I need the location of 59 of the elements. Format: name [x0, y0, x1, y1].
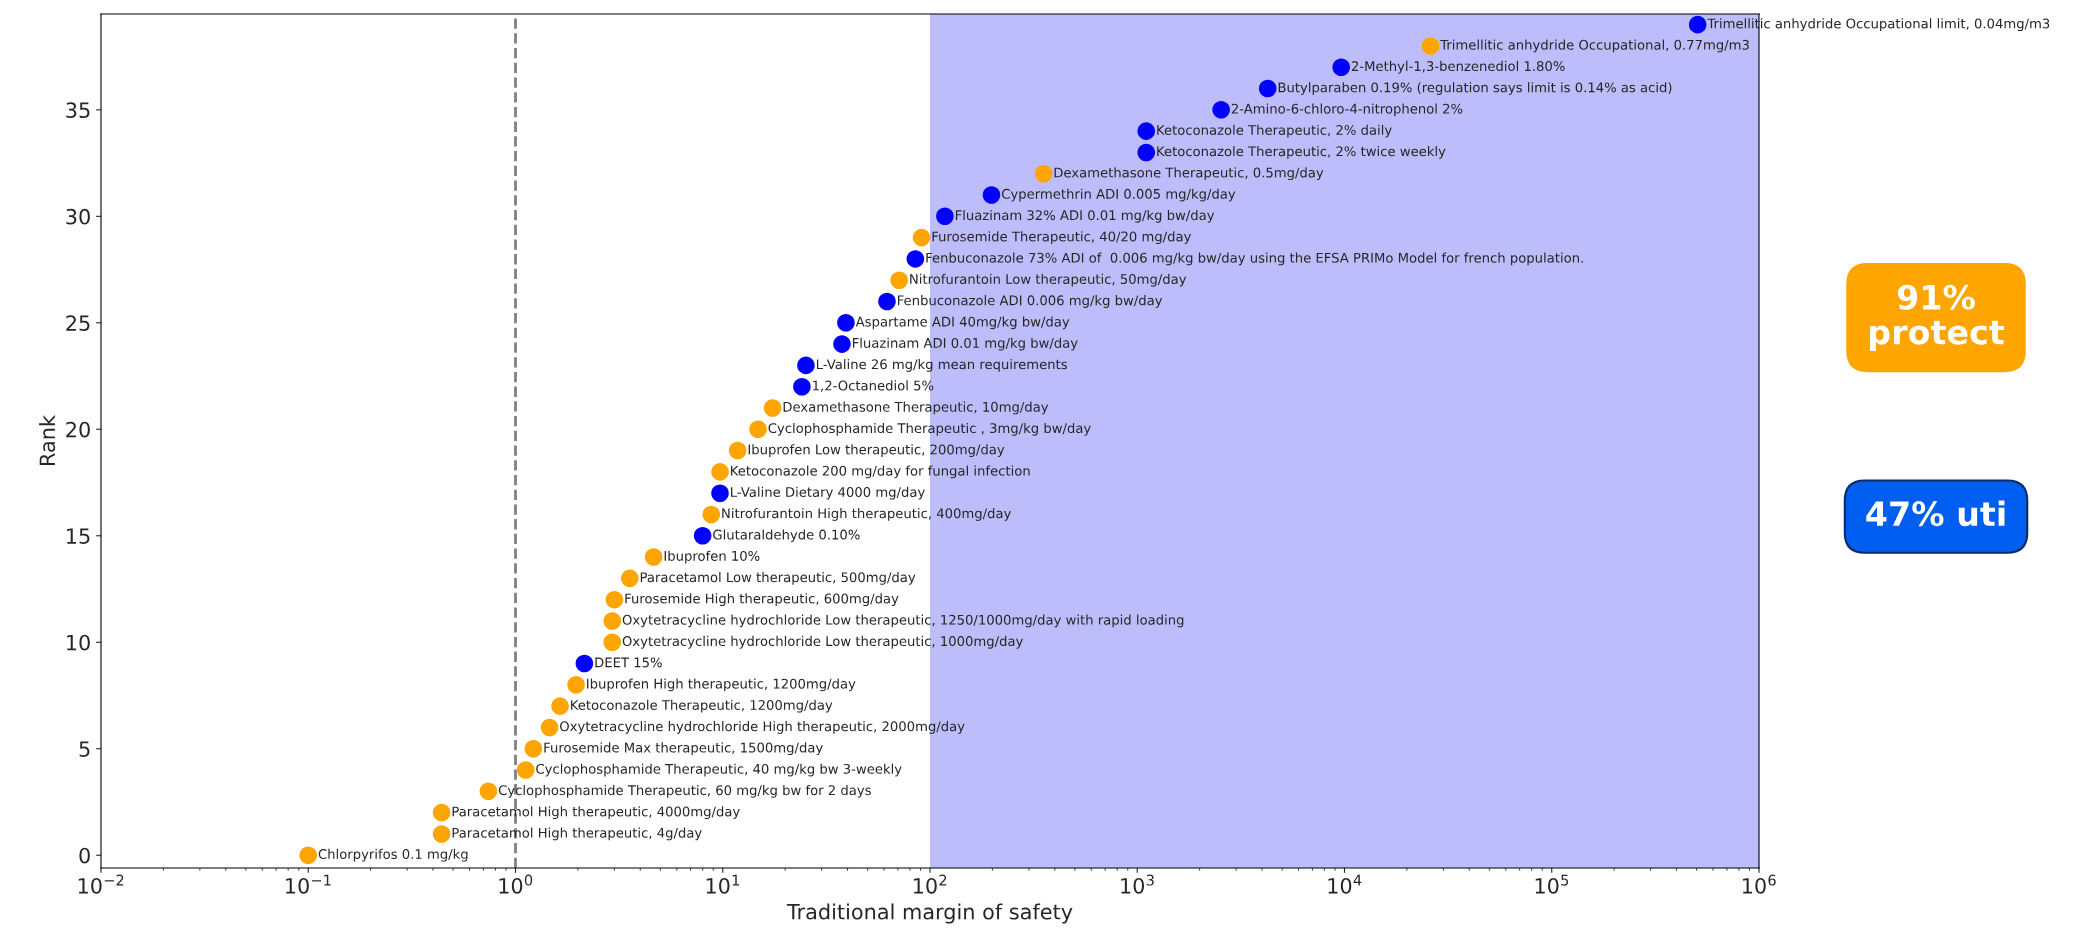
x-tick-label: 10$^{3}$: [1121, 874, 1154, 894]
annotation: Butylparaben 0.19% (regulation says limit is 0.14% as acid): [1278, 82, 1672, 95]
annotation: Dexamethasone Therapeutic, 10mg/day: [783, 401, 1049, 415]
annotation: Dexamethasone Therapeutic, 0.5mg/day: [1054, 167, 1324, 181]
annotation: Nitrofurantoin High therapeutic, 400mg/day: [722, 508, 1011, 521]
x-tick-label: 10$^{5}$: [1535, 874, 1569, 894]
annotation: Ketoconazole 200 mg/day for fungal infection: [731, 465, 1030, 479]
annotation: Ketoconazole Therapeutic, 2% daily: [1157, 124, 1392, 138]
x-tick-label: 10$^{4}$: [1328, 874, 1362, 894]
x-tick-label: 10$^{1}$: [706, 874, 740, 894]
x-tick-label: 10$^{2}$: [913, 874, 947, 894]
annotation: Furosemide Therapeutic, 40/20 mg/day: [932, 231, 1192, 244]
annotation: Fluazinam 32% ADI 0.01 mg/kg bw/day: [955, 209, 1215, 223]
annotation: DEET 15%: [595, 657, 662, 668]
annotation: 1,2-Octanediol 5%: [813, 380, 934, 392]
annotation: L-Valine Dietary 4000 mg/day: [731, 486, 925, 500]
annotation: Ketoconazole Therapeutic, 1200mg/day: [571, 699, 833, 713]
annotation: Fluazinam ADI 0.01 mg/kg bw/day: [852, 337, 1078, 351]
annotation: Oxytetracycline hydrochloride High therapeutic, 2000mg/day: [560, 721, 965, 734]
y-tick-label: 0: [79, 847, 90, 864]
x-tick-label: 10$^{−2}$: [78, 874, 124, 894]
y-tick-label: 10: [67, 634, 90, 651]
annotation: Ibuprofen Low therapeutic, 200mg/day: [748, 444, 1005, 457]
annotation: Cyclophosphamide Therapeutic, 40 mg/kg bw 3-weekly: [536, 763, 902, 777]
annotation: Trimellitic anhydride Occupational, 0.77mg/m3: [1440, 39, 1749, 53]
annotation: Cyclophosphamide Therapeutic , 3mg/kg bw/day: [768, 422, 1091, 436]
annotation: Paracetamol Low therapeutic, 500mg/day: [640, 571, 916, 585]
text: 47% uti: [1866, 500, 2005, 527]
y-axis-title: Rank: [39, 415, 56, 465]
annotation: Furosemide Max therapeutic, 1500mg/day: [544, 742, 823, 756]
text: 91% protect: [1870, 284, 2004, 352]
annotation: Ketoconazole Therapeutic, 2% twice weekly: [1157, 146, 1446, 159]
annotation: Oxytetracycline hydrochloride Low therapeutic, 1000mg/day: [622, 635, 1023, 649]
annotation: Cyclophosphamide Therapeutic, 60 mg/kg bw for 2 days: [498, 784, 871, 798]
annotation: L-Valine 26 mg/kg mean requirements: [816, 359, 1067, 372]
annotation: Furosemide High therapeutic, 600mg/day: [625, 593, 899, 607]
y-tick-label: 5: [79, 741, 90, 757]
x-tick-label: 10$^{0}$: [499, 874, 533, 894]
annotation: Cypermethrin ADI 0.005 mg/kg/day: [1001, 188, 1236, 202]
annotation: Fenbuconazole 73% ADI of 0.006 mg/kg bw/day using the EFSA PRIMo Model for french population.: [926, 252, 1583, 266]
annotation: Glutaraldehyde 0.10%: [713, 529, 860, 543]
y-tick-label: 30: [66, 208, 90, 225]
annotation: Ibuprofen 10%: [664, 550, 760, 564]
annotation: Paracetamol High therapeutic, 4000mg/day: [452, 806, 740, 820]
annotation: Oxytetracycline hydrochloride Low therapeutic, 1250/1000mg/day with rapid loading: [622, 614, 1184, 628]
x-tick-label: 10$^{−1}$: [286, 874, 331, 894]
annotation: Aspartame ADI 40mg/kg bw/day: [855, 316, 1070, 330]
annotation: 2-Amino-6-chloro-4-nitrophenol 2%: [1231, 103, 1463, 117]
annotation: Fenbuconazole ADI 0.006 mg/kg bw/day: [897, 295, 1163, 308]
y-tick-label: 20: [66, 421, 90, 438]
x-axis-title: Traditional margin of safety: [786, 903, 1073, 924]
y-tick-label: 35: [66, 102, 90, 119]
annotation: Ibuprofen High therapeutic, 1200mg/day: [587, 678, 856, 692]
annotation: Nitrofurantoin Low therapeutic, 50mg/day: [910, 273, 1187, 287]
y-tick-label: 25: [66, 315, 90, 332]
y-tick-label: 15: [67, 528, 90, 544]
annotation: 2-Methyl-1,3-benzenediol 1.80%: [1351, 60, 1565, 74]
annotation: Chlorpyrifos 0.1 mg/kg: [318, 848, 468, 862]
x-tick-label: 10$^{6}$: [1742, 874, 1776, 894]
